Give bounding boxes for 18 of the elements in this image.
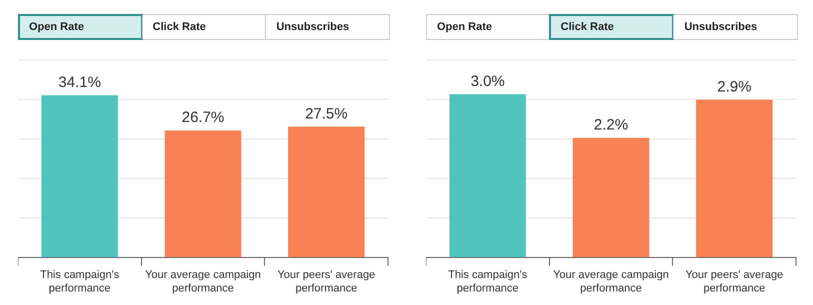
data-label: 3.0%: [470, 72, 505, 90]
x-tick-label: Your peers' average performance: [685, 269, 784, 294]
x-tick-label: Your average campaign performance: [553, 269, 669, 294]
text: Open Rate: [19, 15, 142, 39]
data-label: 2.2%: [594, 116, 628, 134]
data-label: 26.7%: [182, 109, 224, 126]
data-label: 2.9%: [717, 78, 752, 96]
x-tick-label: Your average campaign performance: [145, 269, 261, 294]
text: Open Rate: [436, 20, 494, 35]
data-label: 27.5%: [305, 105, 348, 122]
x-tick-label: This campaign's performance: [448, 269, 528, 294]
data-label: 34.1%: [58, 74, 101, 91]
text: Unsubscribes: [673, 15, 798, 39]
text: Unsubscribes: [265, 15, 390, 39]
x-tick-label: Your peers' average performance: [277, 269, 376, 294]
text: Click Rate: [142, 15, 266, 39]
text: Click Rate: [550, 15, 674, 39]
x-tick-label: This campaign's performance: [40, 269, 120, 294]
